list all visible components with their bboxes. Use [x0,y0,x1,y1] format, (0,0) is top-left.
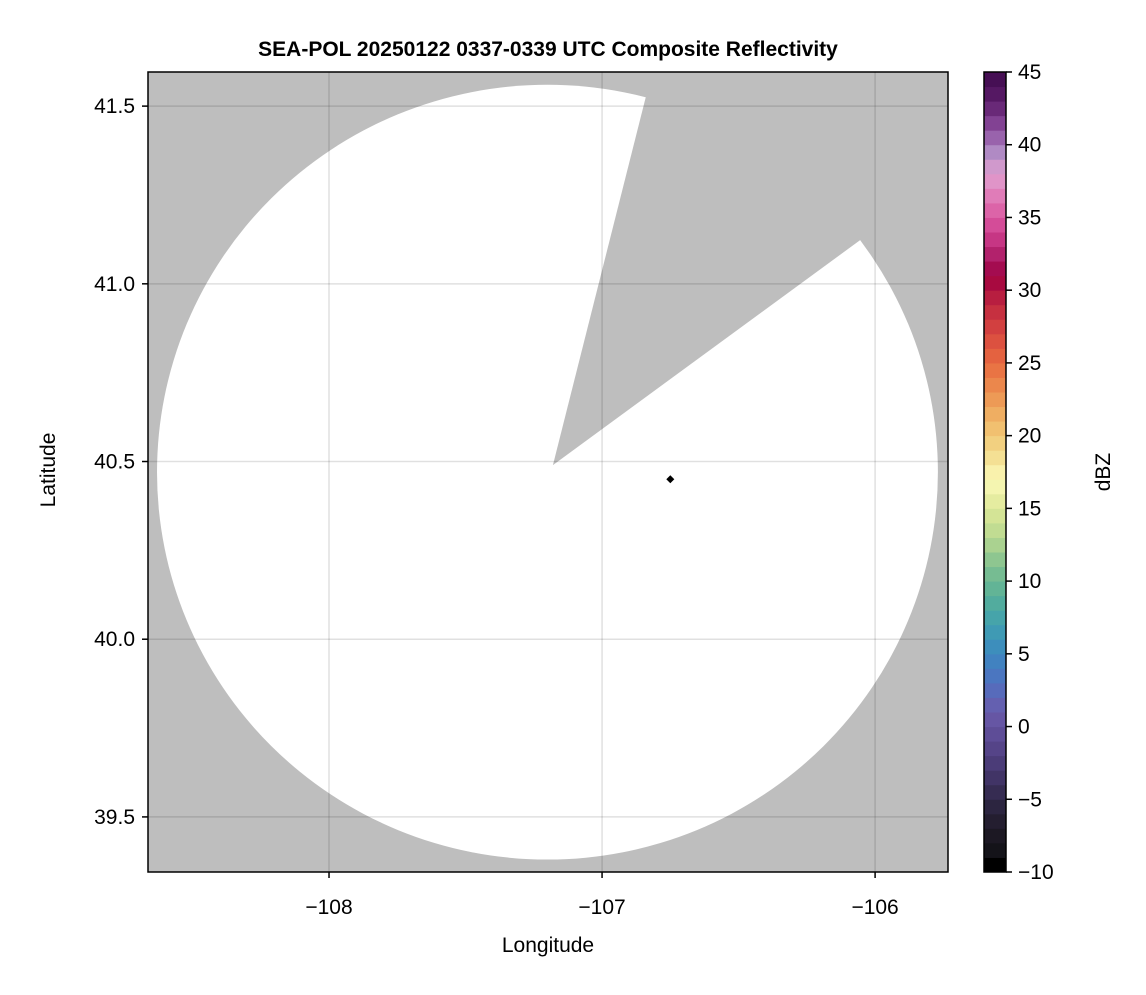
colorbar-band [984,755,1006,771]
plot-content [148,72,948,872]
x-axis: −108 −107 −106 [305,872,899,919]
colorbar-band [984,275,1006,291]
x-tick-label: −106 [851,896,898,919]
colorbar-tick-label: 5 [1018,643,1030,666]
colorbar-band [984,217,1006,233]
colorbar-band [984,682,1006,698]
plot-area [147,71,949,873]
colorbar-tick-label: −10 [1018,861,1054,884]
blocked-sector [552,72,948,466]
y-axis: 39.5 40.0 40.5 41.0 41.5 [94,95,148,829]
y-tick-label: 41.5 [94,95,135,118]
colorbar-band [984,653,1006,669]
colorbar-band [984,406,1006,422]
colorbar-band [984,813,1006,829]
x-tick-label: −108 [305,896,352,919]
colorbar-band [984,144,1006,160]
colorbar-band [984,712,1006,728]
colorbar-tick-label: 15 [1018,497,1041,520]
colorbar-band [984,173,1006,189]
x-tick-label: −107 [578,896,625,919]
colorbar-band [984,639,1006,655]
colorbar-tick-label: 0 [1018,716,1030,739]
colorbar-frame [983,71,1007,873]
colorbar-band [984,624,1006,640]
colorbar-band [984,188,1006,204]
colorbar-band [984,770,1006,786]
colorbar-band [984,566,1006,582]
colorbar-label: dBZ [1092,453,1115,492]
colorbar-band [984,362,1006,378]
colorbar-band [984,377,1006,393]
colorbar-band [984,799,1006,815]
colorbar-band [984,450,1006,466]
colorbar-band [984,246,1006,262]
colorbar-band [984,493,1006,509]
y-tick-label: 39.5 [94,806,135,829]
colorbar-band [984,552,1006,568]
y-tick-label: 40.0 [94,628,135,651]
x-axis-label: Longitude [502,934,594,957]
colorbar-band [984,537,1006,553]
colorbar-band [984,421,1006,437]
colorbar-tick-label: 20 [1018,425,1041,448]
colorbar-band [984,392,1006,408]
colorbar-band [984,290,1006,306]
colorbar-band [984,159,1006,175]
colorbar-band [984,115,1006,131]
colorbar-band [984,857,1006,873]
y-tick-label: 41.0 [94,273,135,296]
colorbar-band [984,348,1006,364]
colorbar-band [984,697,1006,713]
colorbar-band [984,842,1006,858]
colorbar: −10 −5 0 5 10 15 20 25 30 35 40 45 [983,61,1054,884]
colorbar-band [984,581,1006,597]
colorbar-band [984,726,1006,742]
colorbar-tick-label: 30 [1018,279,1041,302]
colorbar-tick-label: 25 [1018,352,1041,375]
colorbar-band [984,86,1006,102]
colorbar-band [984,741,1006,757]
colorbar-band [984,595,1006,611]
colorbar-band [984,319,1006,335]
y-axis-label: Latitude [37,433,60,508]
plot-frame [147,71,949,873]
colorbar-band [984,508,1006,524]
colorbar-band [984,72,1006,88]
colorbar-band [984,464,1006,480]
colorbar-tick-label: 10 [1018,570,1041,593]
colorbar-band [984,261,1006,277]
colorbar-band [984,232,1006,248]
colorbar-band [984,333,1006,349]
radar-site-marker [666,475,675,484]
colorbar-band [984,784,1006,800]
colorbar-band [984,304,1006,320]
colorbar-band [984,610,1006,626]
colorbar-band [984,130,1006,146]
colorbar-tick-label: 40 [1018,134,1041,157]
chart-title: SEA-POL 20250122 0337-0339 UTC Composite… [258,38,838,61]
colorbar-band [984,435,1006,451]
colorbar-tick-label: 35 [1018,206,1041,229]
colorbar-band [984,479,1006,495]
colorbar-band [984,828,1006,844]
colorbar-tick-label: 45 [1018,61,1041,84]
colorbar-tick-label: −5 [1018,788,1042,811]
colorbar-band [984,101,1006,117]
colorbar-band [984,522,1006,538]
colorbar-band [984,202,1006,218]
colorbar-band [984,668,1006,684]
y-tick-label: 40.5 [94,451,135,474]
